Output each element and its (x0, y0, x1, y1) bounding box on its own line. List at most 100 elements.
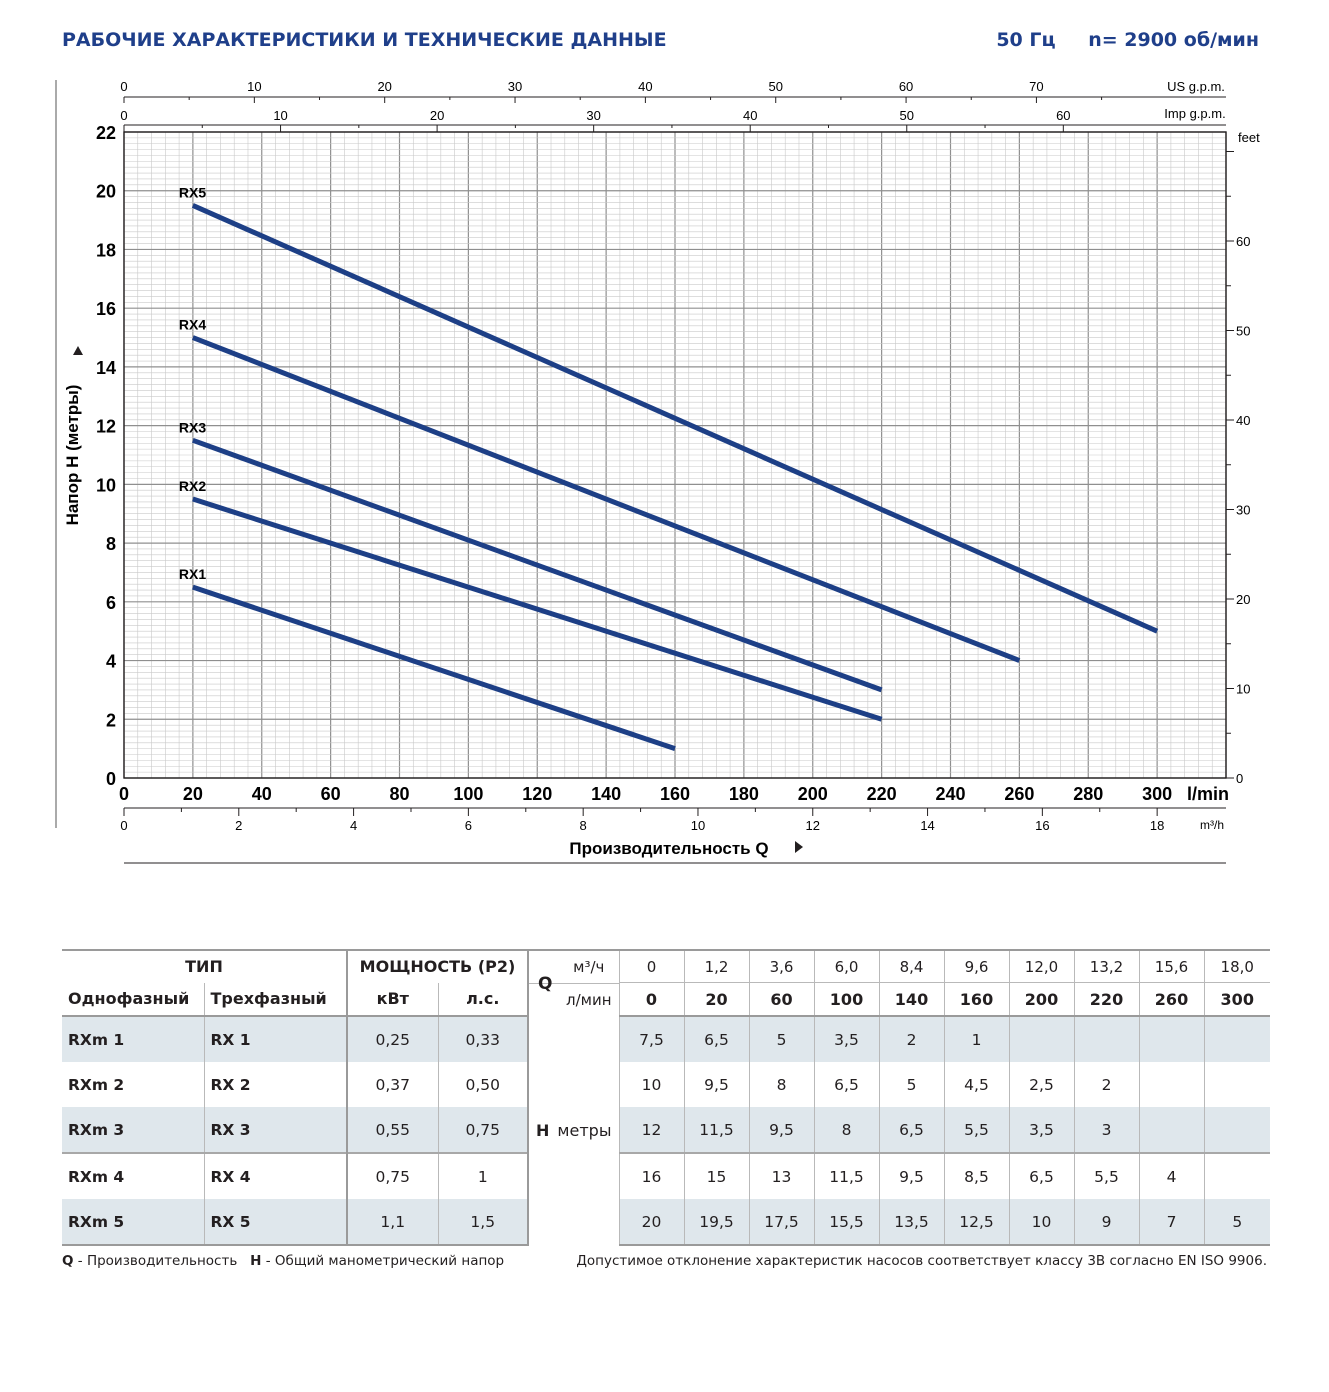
head-value: 5 (1204, 1199, 1270, 1246)
q-unit-m3h: м³/ч (529, 952, 619, 984)
power-header: МОЩНОСТЬ (P2) (346, 949, 529, 983)
head-value: 6,5 (1009, 1152, 1075, 1199)
footer-legend: Q - Производительность H - Общий маномет… (62, 1253, 504, 1269)
speed-label: n= 2900 об/мин (1088, 29, 1259, 51)
head-value: 7 (1139, 1199, 1205, 1246)
series-line-rx1 (192, 584, 676, 752)
y-tick-label: 20 (96, 182, 116, 202)
q-lmin-value: 220 (1074, 982, 1140, 1017)
m3h-tick-label: 0 (120, 818, 127, 833)
head-value (1074, 1016, 1140, 1062)
q-lmin-value: 200 (1009, 982, 1075, 1017)
head-value: 3,5 (1009, 1107, 1075, 1153)
head-value: 16 (619, 1152, 685, 1199)
y-tick-label: 12 (96, 417, 116, 437)
power-kw: 0,25 (346, 1016, 439, 1062)
single-phase-model: RXm 4 (62, 1152, 205, 1199)
head-value: 12,5 (944, 1199, 1010, 1246)
hp-header: л.с. (438, 982, 529, 1017)
q-lmin-value: 0 (619, 982, 685, 1017)
footer-tolerance: Допустимое отклонение характеристик насо… (576, 1253, 1267, 1269)
power-kw: 0,37 (346, 1062, 439, 1107)
q-m3h-value: 8,4 (879, 949, 945, 983)
feet-tick-label: 0 (1236, 771, 1243, 786)
series-label-rx5: RX5 (179, 184, 206, 200)
head-value (1009, 1016, 1075, 1062)
head-value: 5,5 (944, 1107, 1010, 1153)
head-value: 1 (944, 1016, 1010, 1062)
imp-gpm-tick-label: 0 (120, 108, 127, 123)
head-value: 19,5 (684, 1199, 750, 1246)
series-line-rx4 (191, 335, 1021, 663)
head-value: 11,5 (684, 1107, 750, 1153)
single-phase-model: RXm 5 (62, 1199, 205, 1246)
imp-gpm-tick-label: 50 (900, 108, 914, 123)
head-value: 15 (684, 1152, 750, 1199)
head-value: 20 (619, 1199, 685, 1246)
head-value: 7,5 (619, 1016, 685, 1062)
m3h-tick-label: 16 (1035, 818, 1049, 833)
head-value: 5,5 (1074, 1152, 1140, 1199)
us-gpm-tick-label: 60 (899, 79, 913, 94)
head-value: 6,5 (684, 1016, 750, 1062)
single-phase-header: Однофазный (62, 982, 205, 1017)
x-tick-label: 180 (729, 784, 759, 804)
m3h-tick-label: 18 (1150, 818, 1164, 833)
series-line-rx2 (192, 496, 883, 722)
footer-q-letter: Q (62, 1253, 74, 1269)
h-letter: H (536, 1121, 550, 1140)
q-unit-lmin: л/мин (529, 984, 619, 1016)
y-tick-label: 2 (106, 710, 116, 730)
y-tick-label: 8 (106, 534, 116, 554)
y-axis-label: Напор H (метры) (63, 385, 82, 526)
x-tick-label: 280 (1073, 784, 1103, 804)
head-value: 5 (749, 1016, 815, 1062)
feet-tick-label: 20 (1236, 592, 1250, 607)
us-gpm-tick-label: 20 (377, 79, 391, 94)
y-tick-label: 22 (96, 123, 116, 143)
y-tick-label: 16 (96, 299, 116, 319)
power-hp: 1 (438, 1152, 529, 1199)
q-unit-m3h-text: м³/ч (573, 957, 605, 976)
y-tick-label: 0 (106, 769, 116, 789)
y-tick-label: 14 (96, 358, 116, 378)
footer-h-letter: H (250, 1253, 262, 1269)
q-m3h-value: 1,2 (684, 949, 750, 983)
x-tick-label: 260 (1004, 784, 1034, 804)
q-m3h-value: 0 (619, 949, 685, 983)
q-lmin-value: 20 (684, 982, 750, 1017)
head-value: 2 (1074, 1062, 1140, 1107)
single-phase-model: RXm 3 (62, 1107, 205, 1153)
imp-gpm-unit-label: Imp g.p.m. (1164, 106, 1225, 121)
three-phase-model: RX 4 (204, 1152, 348, 1199)
feet-unit-label: feet (1238, 130, 1260, 145)
q-m3h-value: 3,6 (749, 949, 815, 983)
head-value: 4,5 (944, 1062, 1010, 1107)
x-tick-label: 200 (798, 784, 828, 804)
three-phase-model: RX 1 (204, 1016, 348, 1062)
q-m3h-value: 12,0 (1009, 949, 1075, 983)
m3h-tick-label: 4 (350, 818, 357, 833)
m3h-tick-label: 2 (235, 818, 242, 833)
q-letter: Q (538, 974, 553, 994)
series-label-rx1: RX1 (179, 566, 206, 582)
head-value: 13 (749, 1152, 815, 1199)
head-value: 15,5 (814, 1199, 880, 1246)
head-value: 4 (1139, 1152, 1205, 1199)
y-axis-label-group: Напор H (метры) (63, 346, 83, 525)
x-tick-label: 0 (119, 784, 129, 804)
x-tick-label: 160 (660, 784, 690, 804)
head-value: 6,5 (879, 1107, 945, 1153)
three-phase-model: RX 5 (204, 1199, 348, 1246)
chart-grid (123, 131, 1227, 779)
series-label-rx2: RX2 (179, 478, 206, 494)
us-gpm-tick-label: 40 (638, 79, 652, 94)
page-title: РАБОЧИЕ ХАРАКТЕРИСТИКИ И ТЕХНИЧЕСКИЕ ДАН… (62, 29, 667, 51)
q-lmin-value: 160 (944, 982, 1010, 1017)
imp-gpm-tick-label: 60 (1056, 108, 1070, 123)
head-value: 12 (619, 1107, 685, 1153)
head-value: 10 (619, 1062, 685, 1107)
head-value: 11,5 (814, 1152, 880, 1199)
us-gpm-tick-label: 30 (508, 79, 522, 94)
